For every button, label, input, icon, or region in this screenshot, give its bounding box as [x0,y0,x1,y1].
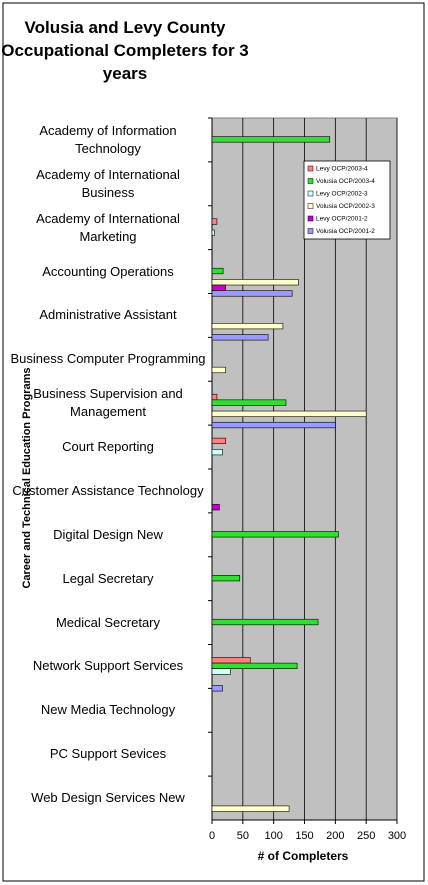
bar [211,685,223,692]
y-tick-label: PC Support Sevices [49,746,167,762]
bar [211,279,299,286]
bar [211,668,231,675]
x-tick-label: 100 [264,830,282,842]
chart-title: Volusia and Levy County Occupational Com… [1,18,249,83]
y-tick-label: Administrative Assistant [39,307,177,323]
legend-label: Volusia OCP/2003-4 [316,178,375,185]
y-tick-label: Legal Secretary [62,570,154,586]
bar [211,449,223,456]
bar [211,657,251,664]
legend-swatch [307,178,314,184]
y-tick-label: Network Support Services [32,658,184,674]
y-tick-label: Digital Design New [53,526,163,542]
legend-swatch [307,203,314,209]
legend-label: Volusia OCP/2001-2 [316,228,375,235]
y-tick-label: Accounting Operations [42,263,174,279]
y-tick-label: New Media Technology [40,702,176,718]
x-axis-label: # of Completers [258,849,349,863]
legend-label: Levy OCP/2003-4 [316,166,368,173]
legend-swatch [307,215,314,222]
y-tick-label: Court Reporting [62,439,154,455]
y-tick-label: Academy of Information Technology [39,122,177,156]
bar [211,421,336,429]
y-tick-label: Business Supervision and Management [33,386,183,420]
x-tick-label: 300 [388,830,406,842]
legend-label: Levy OCP/2002-3 [316,191,368,198]
bar [211,290,293,297]
bar [211,618,319,626]
y-tick-label: Web Design Services New [31,790,185,806]
bar [211,218,218,225]
bar [211,437,226,445]
y-tick-label: Academy of International Business [36,166,180,200]
x-tick-label: 50 [237,830,249,842]
bar [211,399,287,406]
y-tick-label: Customer Assistance Technology [12,482,204,498]
bar [211,662,298,669]
bar [211,334,269,341]
y-tick-label: Academy of International Marketing [36,210,180,244]
legend-swatch [307,165,314,172]
bar [211,136,331,143]
x-tick-label: 250 [357,830,375,842]
x-tick-label: 0 [209,830,215,842]
y-axis-label: Career and Technical Education Programs [21,367,33,588]
legend-box [303,160,391,240]
bar [211,410,367,417]
bar [211,267,224,275]
y-tick-label: Business Computer Programming [10,351,206,367]
x-tick-label: 150 [295,830,313,842]
bar [211,366,226,374]
bar [211,284,226,291]
bar [211,393,218,401]
bar [211,575,241,582]
legend-label: Levy OCP/2001-2 [316,216,368,223]
legend-swatch [307,190,314,197]
bar [211,322,284,330]
y-tick-label: Medical Secretary [55,614,161,630]
bar [211,229,215,236]
x-tick-label: 200 [326,830,344,842]
bar [211,504,220,511]
legend-swatch [307,228,314,234]
bar [211,531,339,538]
legend-label: Volusia OCP/2002-3 [316,203,375,210]
bar [211,805,290,812]
